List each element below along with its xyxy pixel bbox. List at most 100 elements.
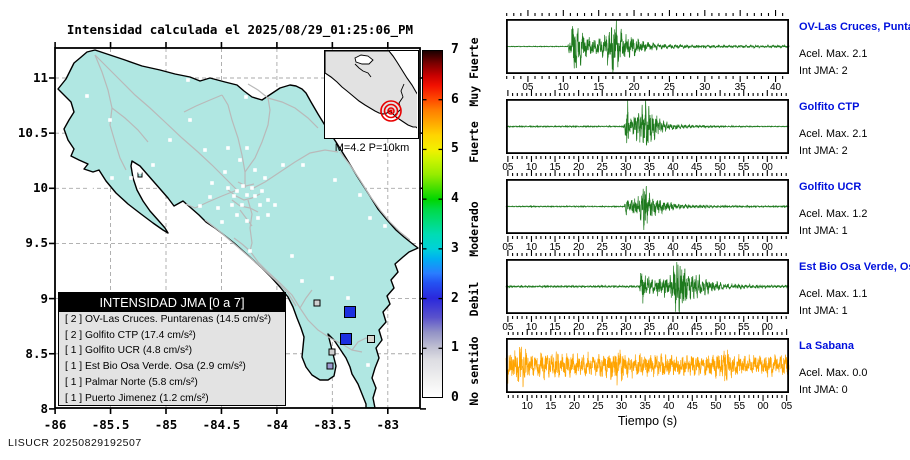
road bbox=[185, 189, 238, 209]
lon-tick-label: -84.5 bbox=[202, 417, 241, 432]
lon-tick-label: -85.5 bbox=[91, 417, 130, 432]
intensity-station-square bbox=[367, 335, 375, 343]
waveform-plot-1 bbox=[505, 10, 790, 82]
wave-tick-label: 35 bbox=[643, 242, 655, 253]
station-dot bbox=[260, 189, 264, 193]
wave-station-name: Golfito CTP bbox=[799, 101, 860, 113]
legend-title: INTENSIDAD JMA [0 a 7] bbox=[59, 293, 285, 312]
wave-tick-label: 15 bbox=[549, 162, 561, 173]
station-dot bbox=[238, 158, 242, 162]
wave-tick-label: 50 bbox=[710, 401, 722, 412]
station-dot bbox=[210, 181, 214, 185]
station-dot bbox=[203, 148, 207, 152]
costa-rica-landmass bbox=[57, 49, 419, 408]
station-dot bbox=[216, 206, 220, 210]
lat-tick-label: 10.5 bbox=[17, 125, 48, 141]
legend-items: [ 2 ] OV-Las Cruces. Puntarenas (14.5 cm… bbox=[59, 312, 285, 406]
wave-tick-label: 00 bbox=[761, 322, 773, 333]
station-dot bbox=[168, 138, 172, 142]
cbar-category-label: No sentido bbox=[467, 336, 481, 406]
wave-tick-label: 25 bbox=[592, 401, 604, 412]
lat-tick-label: 10 bbox=[32, 180, 48, 196]
wave-tick-label: 20 bbox=[573, 242, 585, 253]
intensity-station-square bbox=[326, 362, 334, 370]
wave-tick-label: 15 bbox=[549, 242, 561, 253]
map-roads bbox=[94, 54, 411, 353]
map-land bbox=[57, 49, 419, 408]
station-dot bbox=[208, 195, 212, 199]
station-dot bbox=[245, 146, 249, 150]
station-dot bbox=[188, 118, 192, 122]
wave-tick-label: 45 bbox=[686, 401, 698, 412]
wave-box bbox=[505, 98, 790, 155]
wave-tick-label: 25 bbox=[596, 242, 608, 253]
wave-acel-max: Acel. Max. 2.1 bbox=[799, 128, 868, 140]
station-dot bbox=[138, 170, 142, 174]
station-dot bbox=[232, 194, 236, 198]
region-inset-map bbox=[324, 50, 421, 139]
wave-tick-label: 30 bbox=[615, 401, 628, 412]
wave-tick-label: 15 bbox=[549, 322, 561, 333]
wave-int-jma: Int JMA: 2 bbox=[799, 145, 848, 157]
station-dot bbox=[301, 163, 305, 167]
wave-box bbox=[505, 18, 790, 75]
lat-tick-label: 11 bbox=[32, 70, 48, 85]
wave-tick-label: 45 bbox=[690, 162, 703, 173]
epicenter-ring bbox=[380, 100, 402, 122]
wave-tick-label: 30 bbox=[620, 322, 632, 333]
lat-tick-label: 8.5 bbox=[25, 345, 48, 361]
station-dot bbox=[330, 276, 334, 280]
wave-tick-label: 05 bbox=[502, 322, 514, 333]
wave-station-name: La Sabana bbox=[799, 340, 855, 352]
wave-box bbox=[505, 258, 790, 315]
wave-tick-label: 55 bbox=[733, 401, 746, 412]
station-dot bbox=[241, 184, 245, 188]
station-dot bbox=[366, 363, 370, 367]
seismogram-trace bbox=[505, 346, 790, 388]
station-dot bbox=[281, 163, 285, 167]
wave-tick-label: 20 bbox=[573, 322, 585, 333]
wave-acel-max: Acel. Max. 0.0 bbox=[799, 367, 868, 379]
time-axis-title: Tiempo (s) bbox=[617, 414, 678, 428]
station-dot bbox=[263, 176, 267, 180]
station-dot bbox=[85, 94, 89, 98]
intensity-colorbar bbox=[422, 50, 443, 398]
wave-tick-label: 00 bbox=[761, 242, 773, 253]
station-dot bbox=[226, 186, 230, 190]
station-dot bbox=[333, 178, 337, 182]
wave-tick-label: 10 bbox=[521, 401, 533, 412]
inset-lake bbox=[354, 54, 374, 65]
seismogram-trace bbox=[505, 262, 790, 313]
road bbox=[339, 151, 411, 241]
cbar-number: 2 bbox=[451, 290, 459, 306]
station-dot bbox=[368, 216, 372, 220]
road bbox=[94, 54, 127, 171]
inset-landmass bbox=[324, 50, 421, 132]
epicenter-ring bbox=[387, 107, 395, 115]
wave-tick-label: 55 bbox=[738, 162, 750, 173]
legend-item: [ 2 ] OV-Las Cruces. Puntarenas (14.5 cm… bbox=[65, 314, 272, 325]
station-dot bbox=[253, 194, 257, 198]
wave-box bbox=[505, 337, 790, 394]
station-dot bbox=[186, 78, 190, 82]
inset-map-svg bbox=[324, 50, 421, 132]
wave-tick-label: 15 bbox=[593, 82, 605, 93]
wave-tick-label: 15 bbox=[545, 401, 557, 412]
wave-tick-label: 45 bbox=[690, 242, 703, 253]
station-dot bbox=[129, 176, 133, 180]
road bbox=[247, 83, 269, 99]
road bbox=[94, 54, 238, 191]
intensity-station-square bbox=[344, 306, 356, 318]
station-dot bbox=[258, 203, 262, 207]
wave-tick-label: 50 bbox=[714, 242, 726, 253]
cbar-number: 5 bbox=[451, 141, 459, 157]
wave-tick-label: 40 bbox=[667, 322, 679, 333]
lon-tick-label: -83.5 bbox=[313, 417, 352, 432]
station-dot bbox=[245, 219, 249, 223]
station-dot bbox=[198, 204, 202, 208]
cbar-category-label: Fuerte bbox=[467, 121, 481, 163]
wave-tick-label: 10 bbox=[557, 82, 569, 93]
station-dot bbox=[300, 279, 304, 283]
legend-item: [ 1 ] Golfito UCR (4.8 cm/s²) bbox=[65, 345, 193, 357]
intensity-station-square bbox=[313, 299, 321, 307]
